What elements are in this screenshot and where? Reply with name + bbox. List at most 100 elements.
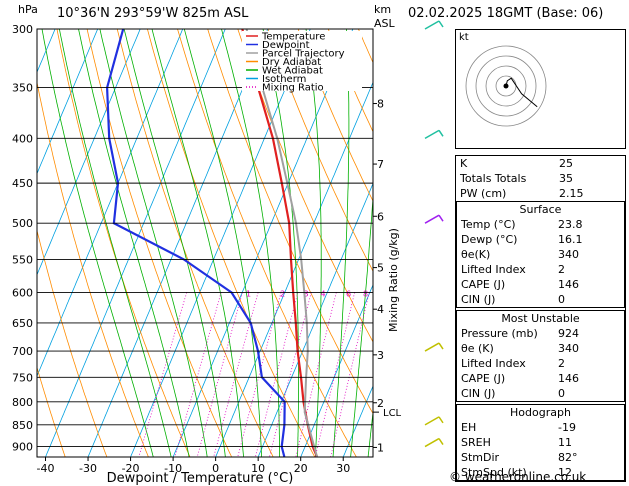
- footer-credit[interactable]: © weatheronline.co.uk: [449, 470, 587, 484]
- most-unstable-row: CIN (J) 0: [457, 386, 624, 401]
- hodograph-stat-label: SREH: [461, 436, 491, 449]
- dewpoint-line: [105, 29, 286, 457]
- location-title: 10°36'N 293°59'W 825m ASL: [57, 6, 249, 21]
- x-tick-label: -20: [122, 462, 140, 475]
- km-unit-label: km: [374, 3, 392, 16]
- hodograph-trace: [505, 77, 538, 108]
- km-tick-label: 1: [377, 441, 384, 454]
- hodograph-frame: [455, 29, 626, 149]
- isotherm-line: [215, 81, 373, 457]
- wet-adiabat-line: [332, 29, 350, 457]
- pressure-tick-label: 550: [12, 253, 33, 266]
- km-tick-label: 5: [377, 262, 384, 275]
- wind-barb-flag: [438, 214, 444, 222]
- km-tick-label: 8: [377, 98, 384, 111]
- hodograph-stat-row: SREH 11: [457, 435, 624, 450]
- most-unstable-row: θe (K) 340: [457, 341, 624, 356]
- legend-label: Parcel Trajectory: [262, 49, 345, 60]
- mixing-ratio-label: 1: [246, 289, 251, 298]
- most-unstable-label: θe (K): [461, 342, 494, 355]
- surface-row: CIN (J) 0: [457, 292, 624, 307]
- dry-adiabat-line: [37, 228, 108, 457]
- mixing-ratio-line: [295, 292, 337, 457]
- mixing-ratio-label: 2: [280, 289, 285, 298]
- km-tick-label: 7: [377, 158, 384, 171]
- mixing-ratio-label: 10: [375, 289, 385, 298]
- surface-row: θe(K) 340: [457, 247, 624, 262]
- wet-adiabat-line: [262, 29, 299, 457]
- surface-value: 23.8: [558, 218, 583, 231]
- most-unstable-title: Most Unstable: [501, 312, 580, 325]
- pressure-tick-label: 450: [12, 177, 33, 190]
- most-unstable-value: 340: [558, 342, 579, 355]
- hodograph-unit: kt: [459, 32, 469, 43]
- mixing-ratio-label: 4: [320, 289, 325, 298]
- wind-barb: [424, 129, 440, 139]
- index-label: PW (cm): [460, 187, 507, 200]
- km-tick-label: 6: [377, 210, 384, 223]
- mixing-ratio-line: [237, 292, 282, 457]
- hodograph-stat-label: StmSpd (kt): [461, 466, 527, 479]
- index-value: 25: [559, 157, 573, 170]
- most-unstable-value: 0: [558, 387, 565, 400]
- surface-label: Dewp (°C): [461, 233, 518, 246]
- mixing-ratio-label: 15: [403, 289, 413, 298]
- surface-row: Dewp (°C) 16.1: [457, 232, 624, 247]
- most-unstable-label: CIN (J): [461, 387, 496, 400]
- wind-barb: [424, 437, 440, 448]
- wet-adiabat-line: [78, 29, 190, 457]
- legend-box: [242, 31, 362, 91]
- isotherm-line: [300, 283, 373, 457]
- pressure-tick-label: 300: [12, 23, 33, 36]
- most-unstable-row: Pressure (mb) 924: [457, 326, 624, 341]
- dry-adiabat-line: [177, 29, 357, 457]
- legend-label: Dry Adiabat: [262, 57, 321, 68]
- wind-barb: [424, 416, 440, 426]
- surface-row: CAPE (J) 146: [457, 277, 624, 292]
- isotherm-line: [257, 182, 373, 457]
- dry-adiabat-line: [267, 29, 373, 273]
- surface-label: CAPE (J): [461, 278, 506, 291]
- isotherm-line: [87, 29, 269, 457]
- pressure-tick-label: 350: [12, 82, 33, 95]
- isotherm-line: [0, 29, 13, 457]
- index-row: Totals Totals 35: [456, 171, 625, 186]
- hodograph-ring: [465, 45, 547, 127]
- surface-value: 146: [558, 278, 579, 291]
- x-tick-label: 0: [212, 462, 219, 475]
- x-tick-label: -40: [37, 462, 55, 475]
- wind-barb-flag: [438, 342, 444, 350]
- index-label: Totals Totals: [460, 172, 527, 185]
- hodograph-ring: [485, 65, 527, 107]
- surface-row: Temp (°C) 23.8: [457, 217, 624, 232]
- hodograph-stat-row: StmSpd (kt) 12: [457, 465, 624, 480]
- hodograph-stat-value: 82°: [558, 451, 578, 464]
- most-unstable-value: 924: [558, 327, 579, 340]
- pressure-tick-label: 500: [12, 217, 33, 230]
- most-unstable-label: CAPE (J): [461, 372, 506, 385]
- mixing-ratio-label: 20: [420, 289, 430, 298]
- pressure-tick-label: 850: [12, 419, 33, 432]
- hodograph-section: Hodograph EH -19 SREH 11 StmDir 82° StmSpd (kt…: [456, 404, 625, 481]
- mixing-ratio-line: [174, 292, 222, 457]
- surface-label: Temp (°C): [461, 218, 516, 231]
- dry-adiabat-line: [237, 29, 373, 343]
- index-value: 35: [559, 172, 573, 185]
- wet-adiabat-line: [123, 29, 226, 457]
- x-tick-label: -10: [164, 462, 182, 475]
- isotherm-line: [342, 384, 373, 457]
- mixing-ratio-label: 6: [346, 289, 351, 298]
- surface-label: Lifted Index: [461, 263, 526, 276]
- mixing-ratio-line: [314, 292, 356, 457]
- asl-unit-label: ASL: [374, 17, 395, 30]
- hodograph-stat-row: StmDir 82°: [457, 450, 624, 465]
- surface-value: 0: [558, 293, 565, 306]
- most-unstable-value: 2: [558, 357, 565, 370]
- isotherm-line: [45, 29, 226, 457]
- dry-adiabat-line: [86, 29, 232, 457]
- x-tick-label: 10: [251, 462, 265, 475]
- surface-label: CIN (J): [461, 293, 496, 306]
- surface-value: 340: [558, 248, 579, 261]
- isotherm-line: [130, 29, 311, 457]
